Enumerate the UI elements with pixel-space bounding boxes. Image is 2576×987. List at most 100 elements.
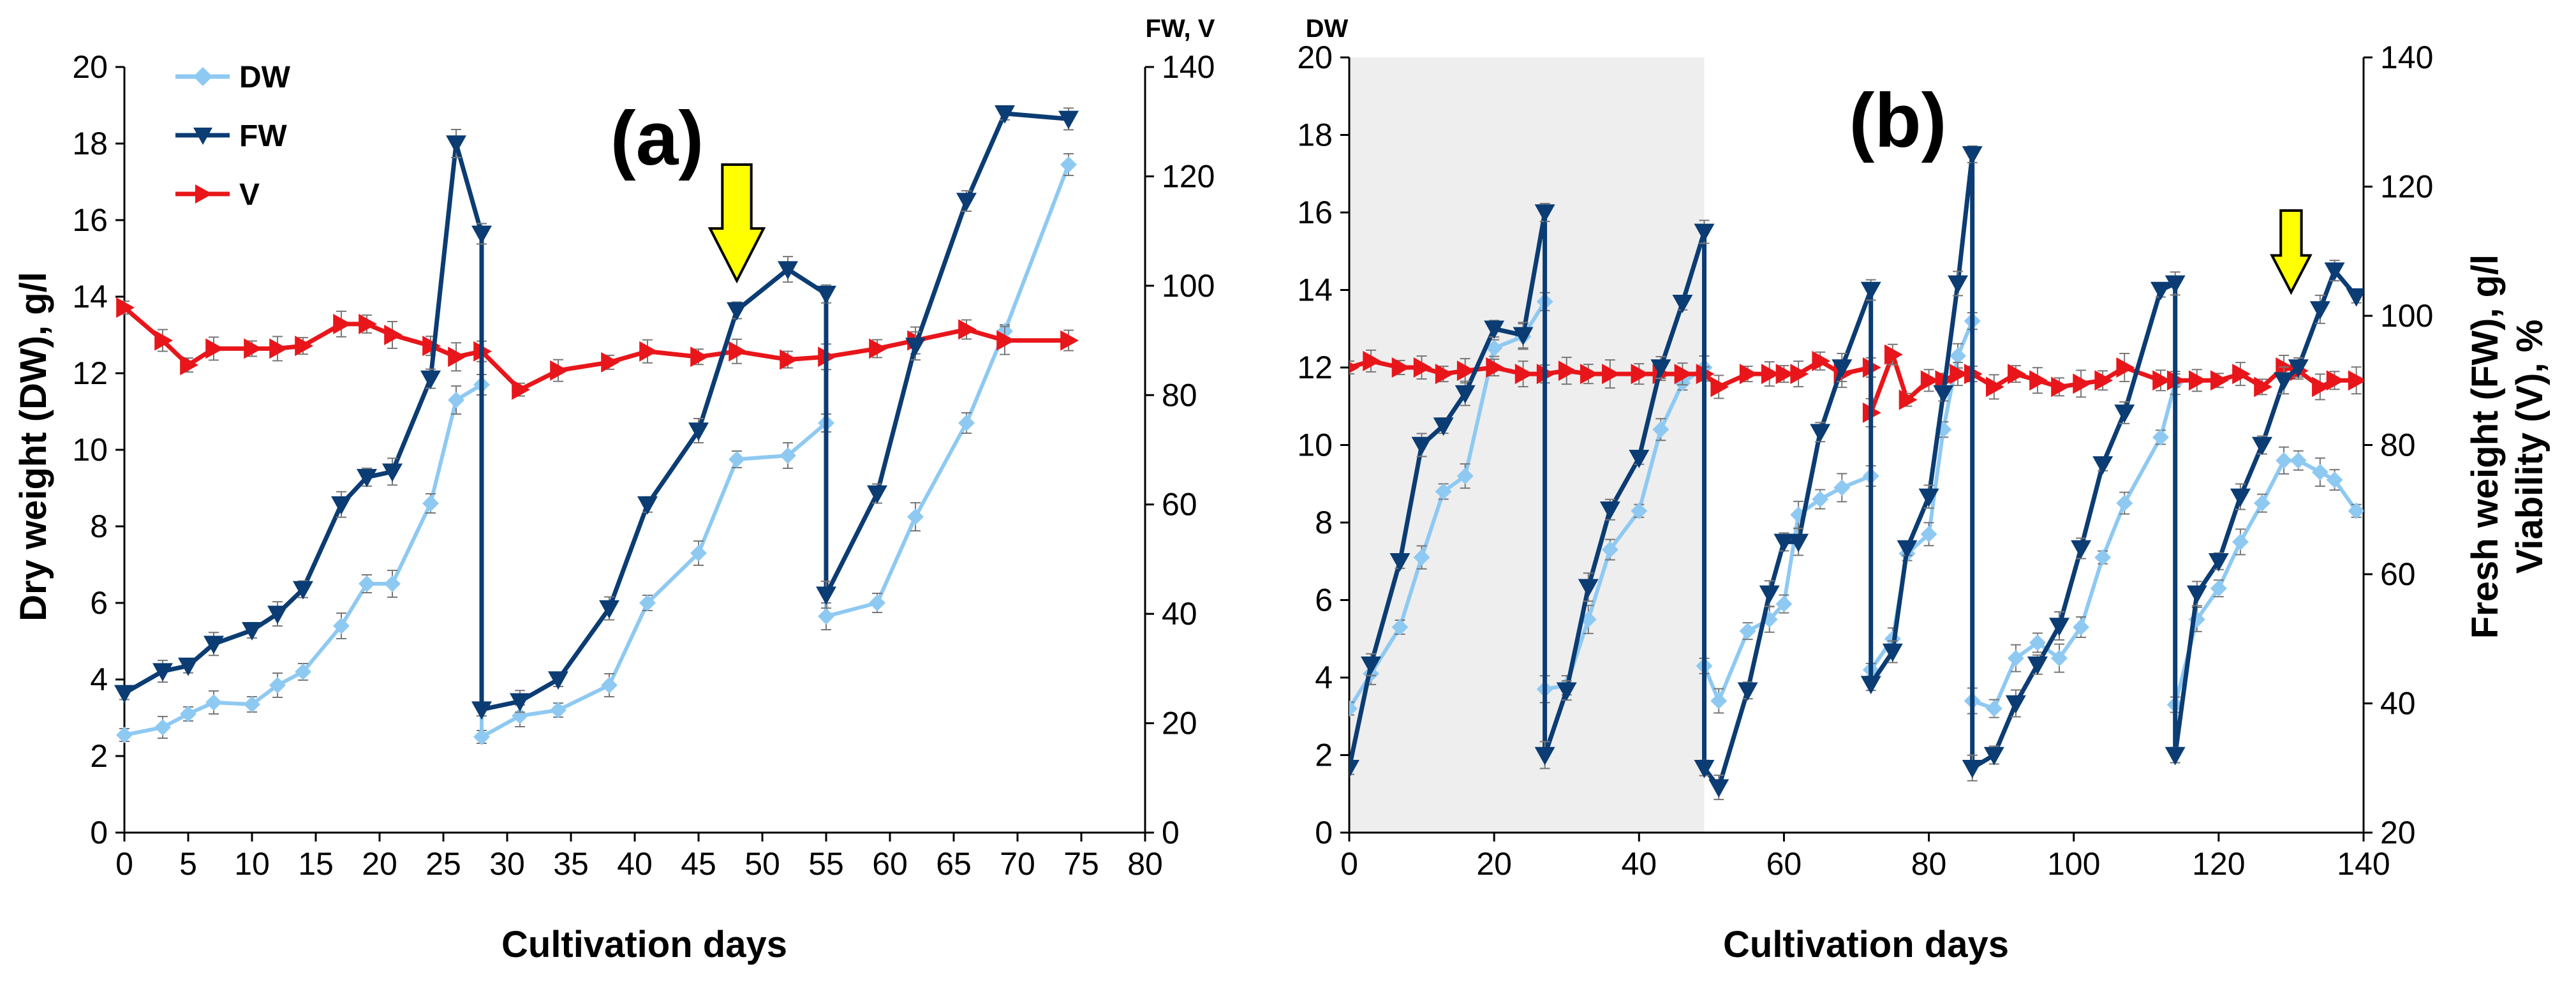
b-point-dw xyxy=(2073,619,2090,636)
panel-b-right-axis-title-line: Fresh weight (FW), g/l xyxy=(2464,255,2506,639)
b-point-v xyxy=(2312,376,2330,397)
b-point-fw xyxy=(1349,759,1359,778)
b-point-v xyxy=(1602,364,1620,385)
b-point-v xyxy=(1631,364,1650,385)
panel-b-ticks: 0 20 40 60 80 100 120 140 0 2 4 6 8 10 12 14 16 18 20 20 40 6… xyxy=(1297,40,2433,882)
b-point-fw xyxy=(1962,146,1983,165)
b-shaded-band xyxy=(1349,57,1705,833)
a-point-fw xyxy=(331,496,352,515)
panel-a-legend: DW FW V xyxy=(175,61,291,212)
panel-a-series xyxy=(114,105,1079,745)
b-point-fw xyxy=(2309,301,2330,320)
b-point-fw xyxy=(1455,385,1476,404)
b-point-fw xyxy=(2346,288,2364,307)
a-point-v xyxy=(550,360,568,381)
b-point-dw xyxy=(2210,580,2227,597)
b-point-v xyxy=(1435,364,1454,385)
b-point-fw xyxy=(1773,533,1795,553)
b-point-dw xyxy=(2290,452,2307,469)
panel-b-right-axis-title: Fresh weight (FW), g/lViability (V), % xyxy=(2464,255,2550,639)
a-x-tick-label: 70 xyxy=(1000,846,1035,882)
a-y-tick-label: 16 xyxy=(72,202,108,238)
b-point-fw xyxy=(2288,359,2309,378)
a-line-fw xyxy=(123,111,1069,712)
a-x-tick-label: 60 xyxy=(872,846,908,882)
a-point-fw xyxy=(995,105,1015,124)
a-point-dw xyxy=(116,727,133,743)
a-line-dw xyxy=(124,163,1070,739)
b-y2-tick-label: 60 xyxy=(2380,556,2416,592)
panel-a-arrow-icon xyxy=(707,163,766,284)
b-point-v xyxy=(1884,344,1903,365)
b-point-dw xyxy=(2116,494,2133,512)
a-point-dw xyxy=(473,729,490,745)
a-point-fw xyxy=(510,693,530,712)
b-point-fw xyxy=(2274,372,2295,391)
b-point-dw xyxy=(2254,494,2270,512)
a-point-fw xyxy=(905,338,926,357)
b-point-v xyxy=(2232,364,2251,385)
a-y-tick-label: 20 xyxy=(72,49,108,85)
b-y2-tick-label: 40 xyxy=(2380,686,2416,722)
a-point-dw xyxy=(244,696,260,713)
a-series-dw xyxy=(116,153,1077,745)
b-y-tick-label: 0 xyxy=(1315,815,1333,850)
a-y2-tick-label: 20 xyxy=(1162,706,1197,741)
a-y2-tick-label: 80 xyxy=(1162,377,1197,413)
b-point-v xyxy=(2210,370,2229,391)
a-point-fw xyxy=(471,701,492,720)
b-point-v xyxy=(2326,370,2345,391)
a-point-v xyxy=(1060,330,1079,351)
panel-b-series xyxy=(1349,145,2364,801)
a-point-dw xyxy=(958,415,975,431)
a-point-v xyxy=(601,352,619,373)
a-x-tick-label: 75 xyxy=(1063,846,1099,882)
b-y-tick-label: 16 xyxy=(1297,195,1333,230)
a-point-v xyxy=(384,325,403,345)
b-point-v xyxy=(1363,350,1382,371)
b-point-fw xyxy=(2165,275,2186,294)
a-point-fw xyxy=(816,586,836,605)
b-point-fw xyxy=(2071,540,2092,559)
a-x-tick-label: 0 xyxy=(115,846,133,882)
a-point-fw xyxy=(867,485,887,504)
a-y-tick-label: 12 xyxy=(72,355,108,391)
panel-b-left-axis-corner-label: DW xyxy=(1306,15,1349,43)
a-point-fw xyxy=(446,135,466,154)
a-point-v xyxy=(639,341,658,362)
a-point-v xyxy=(180,355,198,376)
b-point-fw xyxy=(1810,424,1831,443)
b-point-fw xyxy=(2114,404,2135,423)
b-point-fw xyxy=(1433,417,1454,436)
b-x-tick-label: 100 xyxy=(2047,846,2100,882)
a-point-fw xyxy=(688,422,709,441)
b-point-fw xyxy=(1737,682,1758,701)
a-point-fw xyxy=(727,302,747,321)
b-point-dw xyxy=(2007,649,2024,667)
b-y-tick-label: 18 xyxy=(1297,117,1333,153)
b-y-tick-label: 20 xyxy=(1297,40,1333,75)
a-point-fw xyxy=(382,463,403,482)
b-point-fw xyxy=(2092,456,2113,475)
a-point-v xyxy=(729,341,747,362)
b-x-tick-label: 80 xyxy=(1911,846,1947,882)
b-point-fw xyxy=(1672,294,1693,313)
a-point-dw xyxy=(448,392,464,408)
a-series-fw xyxy=(114,105,1079,720)
b-point-dw xyxy=(1812,491,1829,508)
b-x-tick-label: 40 xyxy=(1621,846,1657,882)
b-point-dw xyxy=(2029,634,2046,651)
a-y-tick-label: 14 xyxy=(72,279,108,315)
b-point-dw xyxy=(1435,483,1452,500)
b-errorbar-v xyxy=(1349,360,1354,375)
a-point-fw xyxy=(152,663,173,682)
legend-swatch-marker xyxy=(195,184,212,204)
b-point-fw xyxy=(1882,643,1903,662)
a-point-v xyxy=(205,338,224,359)
a-point-dw xyxy=(333,618,350,634)
b-point-v xyxy=(2094,370,2113,391)
a-point-v xyxy=(958,319,977,340)
b-point-dw xyxy=(1631,502,1648,519)
a-point-v xyxy=(996,330,1015,351)
